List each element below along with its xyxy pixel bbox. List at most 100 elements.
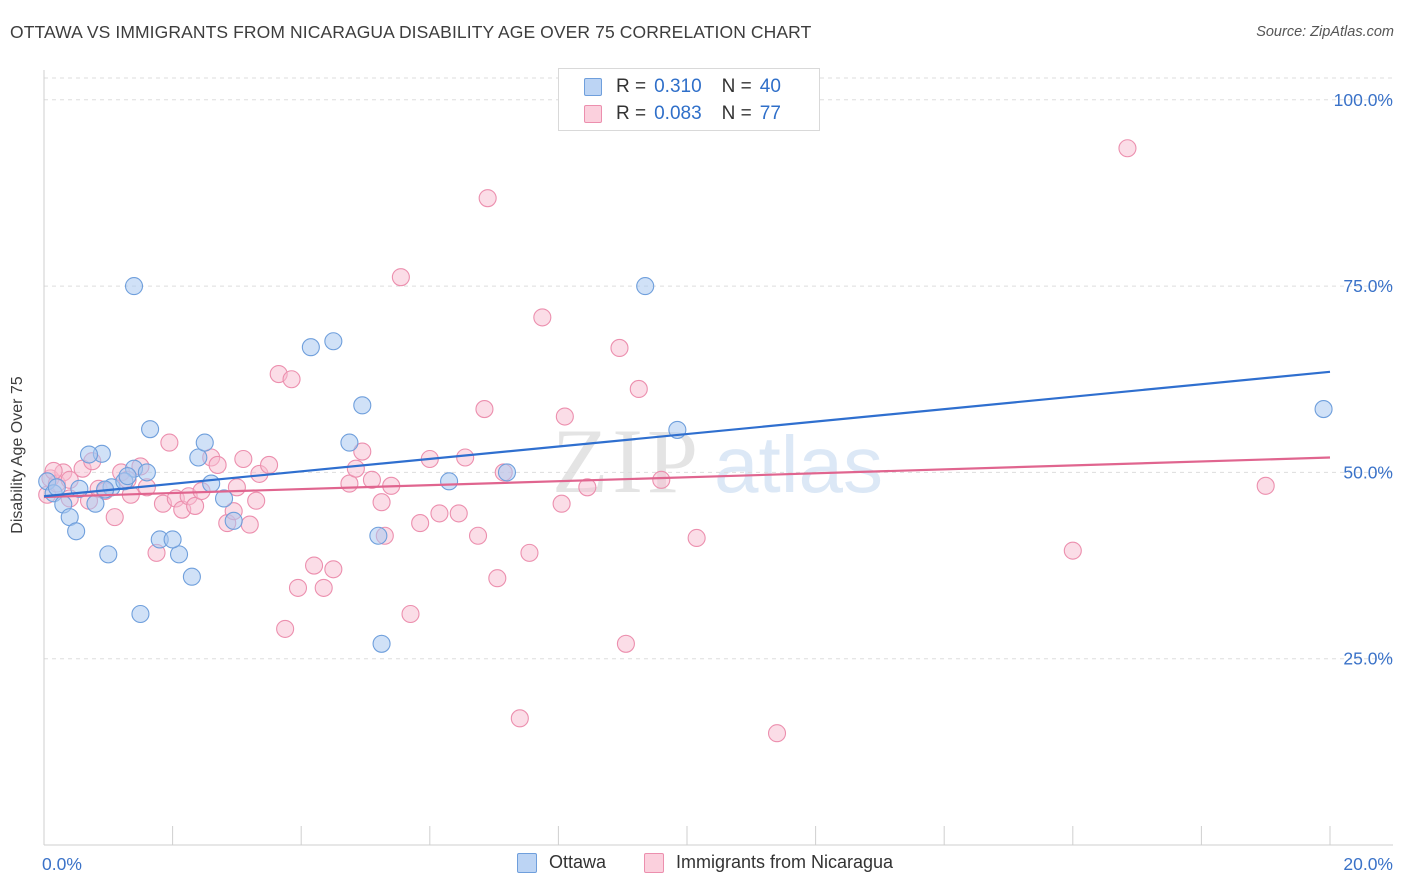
data-point-immigrants bbox=[234, 449, 253, 469]
data-point-ottawa bbox=[340, 433, 359, 452]
data-point-immigrants bbox=[240, 515, 259, 534]
data-point-ottawa bbox=[131, 604, 150, 624]
legend-row-nicaragua: R = 0.083 N = 77 bbox=[584, 102, 781, 126]
bottom-legend-nicaragua: Immigrants from Nicaragua bbox=[644, 852, 893, 873]
data-point-ottawa bbox=[67, 522, 86, 541]
data-point-ottawa bbox=[99, 545, 118, 564]
data-point-immigrants bbox=[488, 569, 507, 588]
legend-swatch-nicaragua bbox=[584, 105, 602, 123]
data-point-immigrants bbox=[362, 470, 381, 489]
data-point-ottawa bbox=[195, 433, 214, 452]
data-point-ottawa bbox=[301, 338, 320, 357]
y-axis-label: Disability Age Over 75 bbox=[9, 376, 26, 534]
data-point-immigrants bbox=[430, 504, 449, 523]
data-point-immigrants bbox=[401, 604, 420, 624]
data-point-ottawa bbox=[636, 277, 655, 296]
bottom-legend-label-nicaragua: Immigrants from Nicaragua bbox=[676, 852, 894, 872]
data-point-immigrants bbox=[520, 543, 539, 562]
data-point-immigrants bbox=[1256, 476, 1275, 495]
axes bbox=[43, 70, 1393, 846]
data-point-immigrants bbox=[391, 268, 410, 287]
data-point-immigrants bbox=[372, 493, 391, 512]
x-tick-label: 0.0% bbox=[42, 854, 82, 874]
data-point-immigrants bbox=[578, 478, 597, 497]
legend-n-value: 77 bbox=[759, 103, 781, 124]
series-ottawa-points bbox=[38, 277, 1333, 653]
data-point-immigrants bbox=[456, 448, 475, 467]
bottom-legend: Ottawa Immigrants from Nicaragua bbox=[0, 852, 1406, 878]
trend-line-immigrants bbox=[43, 456, 1331, 499]
legend-row-ottawa: R = 0.310 N = 40 bbox=[584, 75, 781, 99]
data-point-immigrants bbox=[510, 709, 529, 728]
legend-n-value: 40 bbox=[759, 76, 781, 97]
data-point-ottawa bbox=[372, 634, 391, 653]
grid-lines bbox=[44, 77, 1393, 660]
legend-n-label: N = bbox=[721, 103, 752, 124]
data-point-immigrants bbox=[160, 433, 179, 452]
data-point-ottawa bbox=[1314, 400, 1333, 419]
tick-labels: 25.0% 50.0% 75.0% 100.0% 0.0% 20.0% bbox=[42, 90, 1393, 874]
data-point-immigrants bbox=[247, 491, 266, 510]
data-point-ottawa bbox=[224, 511, 243, 530]
data-point-ottawa bbox=[324, 332, 343, 351]
data-point-immigrants bbox=[353, 442, 372, 461]
bottom-legend-swatch-ottawa bbox=[517, 852, 537, 873]
data-point-immigrants bbox=[687, 528, 706, 548]
data-point-immigrants bbox=[259, 455, 279, 475]
x-tick-label: 20.0% bbox=[1343, 854, 1393, 874]
data-point-ottawa bbox=[79, 445, 99, 464]
data-point-immigrants bbox=[276, 619, 295, 638]
bottom-legend-label-ottawa: Ottawa bbox=[549, 852, 607, 872]
data-point-immigrants bbox=[282, 370, 301, 389]
data-point-immigrants bbox=[105, 508, 124, 527]
data-point-immigrants bbox=[411, 514, 430, 533]
data-point-immigrants bbox=[555, 407, 574, 426]
bottom-legend-swatch-nicaragua bbox=[644, 852, 664, 873]
data-point-immigrants bbox=[186, 496, 205, 515]
data-point-immigrants bbox=[610, 338, 629, 358]
data-point-ottawa bbox=[47, 478, 66, 497]
data-point-immigrants bbox=[616, 634, 635, 653]
y-tick-label: 75.0% bbox=[1343, 276, 1393, 296]
data-point-ottawa bbox=[137, 463, 156, 482]
y-tick-label: 25.0% bbox=[1343, 649, 1393, 669]
data-point-ottawa bbox=[440, 472, 459, 491]
data-point-immigrants bbox=[533, 308, 552, 327]
data-point-ottawa bbox=[189, 448, 208, 467]
data-point-ottawa bbox=[182, 567, 201, 586]
data-point-ottawa bbox=[169, 545, 189, 564]
bottom-legend-ottawa: Ottawa bbox=[517, 852, 606, 873]
trend-line-ottawa bbox=[43, 370, 1331, 498]
data-point-immigrants bbox=[288, 578, 308, 597]
series-immigrants-points bbox=[38, 139, 1275, 743]
data-point-immigrants bbox=[629, 379, 648, 398]
trend-lines bbox=[43, 370, 1331, 499]
data-point-immigrants bbox=[305, 556, 324, 575]
legend-n-label: N = bbox=[721, 76, 752, 97]
data-point-ottawa bbox=[118, 467, 137, 486]
data-point-ottawa bbox=[214, 489, 234, 508]
legend-r-label: R = bbox=[616, 76, 647, 97]
data-point-immigrants bbox=[1063, 541, 1082, 560]
data-point-ottawa bbox=[353, 396, 372, 415]
legend: R = 0.310 N = 40 R = 0.083 N = 77 bbox=[558, 68, 820, 131]
legend-r-label: R = bbox=[616, 103, 647, 124]
data-point-immigrants bbox=[652, 470, 671, 489]
watermark: ZIP atlas bbox=[552, 410, 883, 512]
legend-r-value: 0.310 bbox=[654, 76, 702, 97]
data-point-immigrants bbox=[449, 504, 468, 523]
legend-r-value: 0.083 bbox=[654, 103, 702, 124]
data-point-immigrants bbox=[478, 189, 497, 208]
y-tick-label: 100.0% bbox=[1334, 90, 1393, 110]
data-point-ottawa bbox=[141, 420, 160, 439]
data-point-ottawa bbox=[124, 277, 144, 296]
data-point-immigrants bbox=[324, 560, 343, 579]
data-point-immigrants bbox=[767, 724, 787, 743]
data-point-ottawa bbox=[369, 526, 388, 545]
chart-title: OTTAWA VS IMMIGRANTS FROM NICARAGUA DISA… bbox=[10, 22, 812, 42]
data-point-immigrants bbox=[314, 578, 333, 597]
data-point-immigrants bbox=[346, 459, 365, 478]
data-point-ottawa bbox=[497, 463, 517, 482]
data-point-immigrants bbox=[468, 526, 488, 545]
